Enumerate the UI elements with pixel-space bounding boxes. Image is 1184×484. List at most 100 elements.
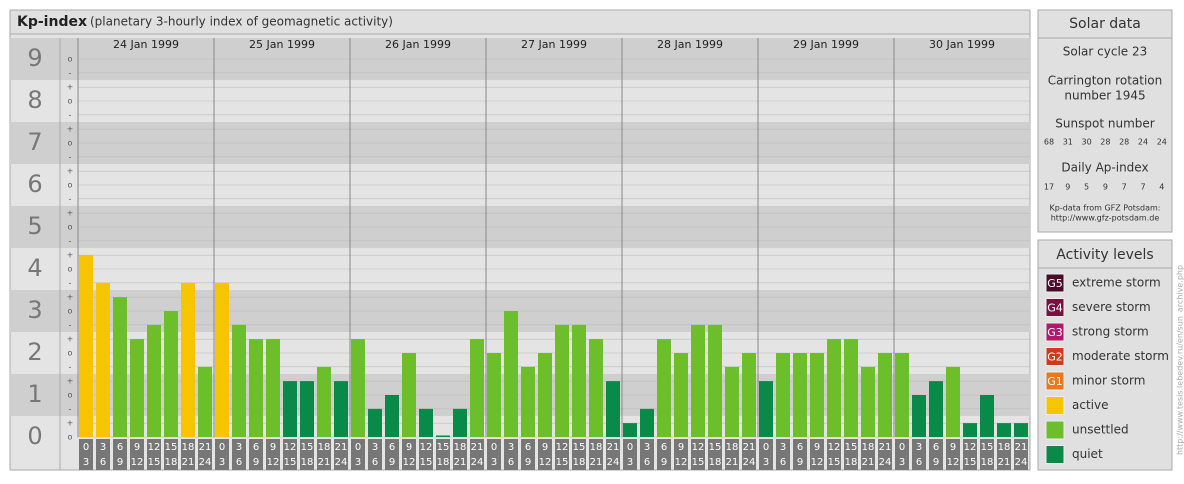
- sunspot-number: 68: [1044, 138, 1054, 147]
- day-label: 29 Jan 1999: [793, 38, 859, 51]
- bar: [861, 367, 875, 437]
- bar: [946, 367, 960, 437]
- hour-label: 18: [437, 457, 450, 468]
- hour-label: 0: [627, 442, 633, 453]
- chart-title: Kp-index: [17, 14, 87, 30]
- bar: [300, 381, 314, 437]
- minor-tick-label: o: [68, 181, 73, 190]
- hour-label: 6: [661, 442, 667, 453]
- minor-tick-label: -: [69, 152, 72, 161]
- y-tick-label: 2: [27, 338, 42, 366]
- hour-label: 3: [355, 457, 361, 468]
- bar: [623, 423, 637, 437]
- bar: [793, 353, 807, 437]
- bar: [708, 325, 722, 437]
- level-badge: G2: [1047, 351, 1063, 364]
- y-tick-label: 4: [27, 254, 42, 282]
- hour-label: 15: [573, 442, 586, 453]
- hour-label: 6: [525, 442, 531, 453]
- level-swatch: [1046, 421, 1064, 439]
- hour-label: 24: [335, 457, 348, 468]
- hour-label: 9: [661, 457, 667, 468]
- hour-label: 24: [471, 457, 484, 468]
- hour-label: 15: [845, 442, 858, 453]
- bar: [334, 381, 348, 437]
- hour-label: 18: [573, 457, 586, 468]
- hour-label: 12: [131, 457, 144, 468]
- bar: [283, 381, 297, 437]
- hour-label: 3: [627, 457, 633, 468]
- hour-label: 3: [916, 442, 922, 453]
- bar: [266, 339, 280, 437]
- hour-label: 15: [964, 457, 977, 468]
- hour-label: 12: [556, 442, 569, 453]
- level-swatch: [1046, 446, 1064, 464]
- hour-label: 21: [1015, 442, 1028, 453]
- bar: [929, 381, 943, 437]
- sunspot-number: 30: [1082, 138, 1092, 147]
- bar: [1014, 423, 1028, 437]
- sunspot-number: 24: [1157, 138, 1167, 147]
- bar: [827, 339, 841, 437]
- hour-label: 18: [845, 457, 858, 468]
- minor-tick-label: o: [68, 307, 73, 316]
- hour-label: 12: [403, 457, 416, 468]
- bar: [895, 353, 909, 437]
- hour-label: 9: [389, 457, 395, 468]
- level-name: moderate storm: [1072, 349, 1169, 363]
- minor-tick-label: o: [68, 223, 73, 232]
- bar: [504, 311, 518, 437]
- bar: [79, 255, 93, 437]
- hour-label: 12: [675, 457, 688, 468]
- level-name: active: [1072, 398, 1108, 412]
- hour-label: 21: [454, 457, 467, 468]
- minor-tick-label: +: [67, 293, 74, 302]
- hour-label: 6: [644, 457, 650, 468]
- y-tick-label: 8: [27, 86, 42, 114]
- minor-tick-label: o: [68, 97, 73, 106]
- hour-label: 18: [318, 442, 331, 453]
- level-badge: G4: [1047, 302, 1063, 315]
- hour-label: 3: [83, 457, 89, 468]
- level-name: minor storm: [1072, 374, 1145, 388]
- ap-index: 9: [1065, 183, 1070, 192]
- bar: [181, 283, 195, 437]
- hour-label: 9: [406, 442, 412, 453]
- y-tick-label: 9: [27, 44, 42, 72]
- minor-tick-label: o: [68, 265, 73, 274]
- hour-label: 21: [590, 457, 603, 468]
- bar: [436, 436, 450, 438]
- bar: [470, 339, 484, 437]
- hour-label: 21: [743, 442, 756, 453]
- minor-tick-label: -: [69, 236, 72, 245]
- minor-tick-label: +: [67, 167, 74, 176]
- bar: [640, 409, 654, 437]
- hour-label: 0: [763, 442, 769, 453]
- minor-tick-label: -: [69, 110, 72, 119]
- hour-label: 9: [253, 457, 259, 468]
- y-tick-label: 5: [27, 212, 42, 240]
- credit: http://www.tesis.lebedev.ru/en/sun_archi…: [1176, 265, 1184, 455]
- hour-label: 18: [998, 442, 1011, 453]
- hour-label: 24: [743, 457, 756, 468]
- hour-label: 0: [355, 442, 361, 453]
- hour-label: 9: [134, 442, 140, 453]
- hour-label: 3: [899, 457, 905, 468]
- hour-label: 3: [219, 457, 225, 468]
- level-badge: G1: [1047, 375, 1063, 388]
- hour-label: 9: [542, 442, 548, 453]
- solar-cycle: Solar cycle 23: [1063, 45, 1148, 59]
- bar: [198, 367, 212, 437]
- source: Kp-data from GFZ Potsdam:: [1050, 204, 1161, 213]
- bar: [980, 395, 994, 437]
- hour-label: 6: [780, 457, 786, 468]
- hour-label: 9: [525, 457, 531, 468]
- hour-label: 15: [692, 457, 705, 468]
- hour-label: 9: [678, 442, 684, 453]
- hour-label: 9: [797, 457, 803, 468]
- hour-label: 0: [491, 442, 497, 453]
- bar: [555, 325, 569, 437]
- bar: [249, 339, 263, 437]
- minor-tick-label: +: [67, 83, 74, 92]
